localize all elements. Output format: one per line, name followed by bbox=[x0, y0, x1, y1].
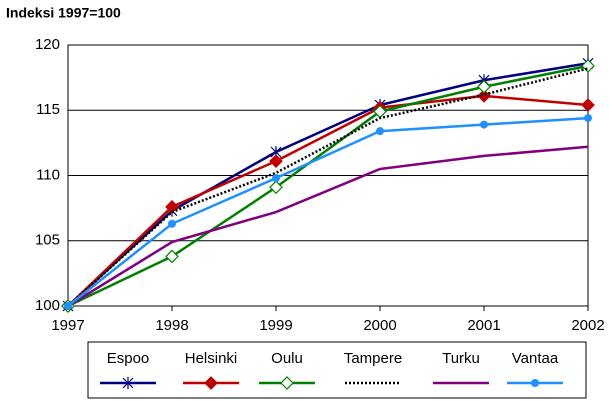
data-point bbox=[376, 127, 384, 136]
y-tick-label: 110 bbox=[36, 166, 60, 183]
legend-label: Espoo bbox=[107, 350, 150, 367]
data-point bbox=[168, 219, 176, 228]
x-tick-label: 1997 bbox=[51, 317, 84, 334]
data-point bbox=[269, 154, 283, 168]
legend-label: Vantaa bbox=[512, 350, 559, 367]
x-tick-label: 2001 bbox=[467, 317, 500, 334]
legend-label: Turku bbox=[442, 350, 480, 367]
x-tick-label: 2002 bbox=[571, 317, 604, 334]
data-point bbox=[581, 59, 595, 73]
legend-box bbox=[87, 341, 587, 399]
x-tick-label: 1999 bbox=[259, 317, 292, 334]
legend-marker bbox=[280, 376, 294, 390]
y-tick-label: 105 bbox=[35, 232, 60, 249]
data-point bbox=[480, 120, 488, 129]
plot-border bbox=[67, 44, 589, 307]
y-tick-label: 100 bbox=[35, 297, 60, 314]
legend-label: Tampere bbox=[344, 350, 402, 367]
series-line bbox=[67, 64, 589, 308]
series-line bbox=[67, 116, 589, 307]
y-tick-label: 120 bbox=[35, 36, 60, 53]
data-point bbox=[584, 114, 592, 123]
legend-marker bbox=[531, 379, 539, 387]
legend-marker bbox=[204, 376, 218, 390]
legend-marker bbox=[122, 377, 134, 389]
data-point bbox=[272, 174, 280, 183]
x-tick-label: 2000 bbox=[363, 317, 396, 334]
series-line bbox=[67, 67, 589, 307]
data-point bbox=[64, 302, 72, 310]
data-point bbox=[165, 199, 179, 214]
series-line bbox=[67, 145, 589, 308]
data-point bbox=[477, 79, 491, 94]
data-point bbox=[269, 180, 283, 195]
data-point bbox=[581, 98, 595, 112]
data-point bbox=[165, 249, 179, 264]
data-point bbox=[477, 89, 491, 103]
chart-title: Indeksi 1997=100 bbox=[6, 5, 121, 21]
series-line bbox=[67, 94, 589, 307]
legend-label: Helsinki bbox=[185, 350, 238, 367]
legend-label: Oulu bbox=[271, 350, 303, 367]
y-tick-label: 115 bbox=[36, 101, 60, 118]
x-tick-label: 1998 bbox=[155, 317, 188, 334]
